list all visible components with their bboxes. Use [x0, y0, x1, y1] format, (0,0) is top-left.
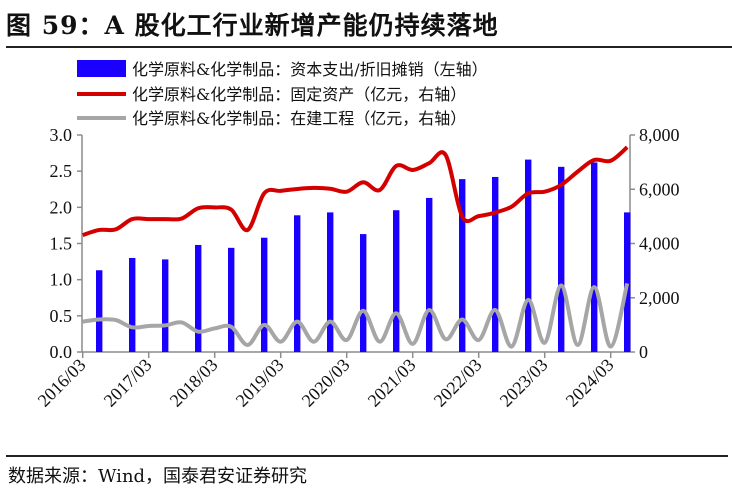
x-axis-tick-label: 2021/03	[364, 355, 420, 411]
left-axis-tick-label: 0.0	[50, 342, 73, 362]
x-axis-tick-label: 2020/03	[298, 355, 354, 411]
x-axis-tick-label: 2016/03	[34, 355, 90, 411]
bar	[96, 270, 103, 352]
left-axis-tick-label: 3.0	[50, 125, 73, 145]
bar	[195, 244, 202, 352]
legend-label-construction: 化学原料&化学制品：在建工程（亿元，右轴）	[132, 109, 466, 128]
left-axis-tick-label: 2.0	[50, 197, 73, 217]
legend-label-fixed-assets: 化学原料&化学制品：固定资产（亿元，右轴）	[132, 85, 466, 104]
bar	[393, 210, 400, 352]
left-axis-tick-label: 2.5	[50, 161, 73, 181]
bar	[492, 176, 499, 352]
bar	[327, 212, 334, 352]
source-note: 数据来源：Wind，国泰君安证券研究	[8, 466, 308, 487]
right-axis-tick-label: 8,000	[639, 125, 680, 145]
legend-label-capex: 化学原料&化学制品：资本支出/折旧摊销（左轴）	[132, 60, 488, 79]
bar	[459, 179, 466, 352]
legend-swatch-bar	[77, 60, 126, 77]
bar-series	[96, 159, 631, 352]
bar	[162, 259, 169, 352]
bar	[261, 237, 268, 352]
x-axis-tick-label: 2022/03	[430, 355, 486, 411]
right-axis-tick-label: 0	[639, 342, 648, 362]
bar	[129, 257, 136, 352]
bar	[228, 247, 235, 352]
figure-title: 图 59：A 股化工行业新增产能仍持续落地	[6, 11, 499, 40]
left-axis-tick-label: 0.5	[50, 306, 73, 326]
right-axis-tick-label: 2,000	[639, 288, 680, 308]
legend: 化学原料&化学制品：资本支出/折旧摊销（左轴） 化学原料&化学制品：固定资产（亿…	[77, 60, 488, 128]
x-axis-tick-label: 2023/03	[496, 355, 552, 411]
bar	[558, 166, 565, 352]
x-axis-tick-label: 2019/03	[232, 355, 288, 411]
right-axis-tick-label: 4,000	[639, 234, 680, 254]
fixed-assets-line	[82, 145, 629, 237]
x-axis-tick-label: 2018/03	[166, 355, 222, 411]
right-axis-tick-label: 6,000	[639, 179, 680, 199]
bar	[294, 215, 301, 352]
bar	[360, 234, 367, 352]
bar	[525, 159, 532, 352]
bar	[426, 197, 433, 352]
bar	[624, 212, 631, 352]
bar	[591, 162, 598, 352]
x-axis-tick-label: 2017/03	[100, 355, 156, 411]
line-series	[82, 145, 630, 349]
x-axis-tick-label: 2024/03	[562, 355, 618, 411]
source-divider	[6, 455, 728, 457]
left-axis-tick-label: 1.5	[50, 234, 73, 254]
title-divider	[6, 46, 732, 48]
left-axis-tick-label: 1.0	[50, 270, 73, 290]
